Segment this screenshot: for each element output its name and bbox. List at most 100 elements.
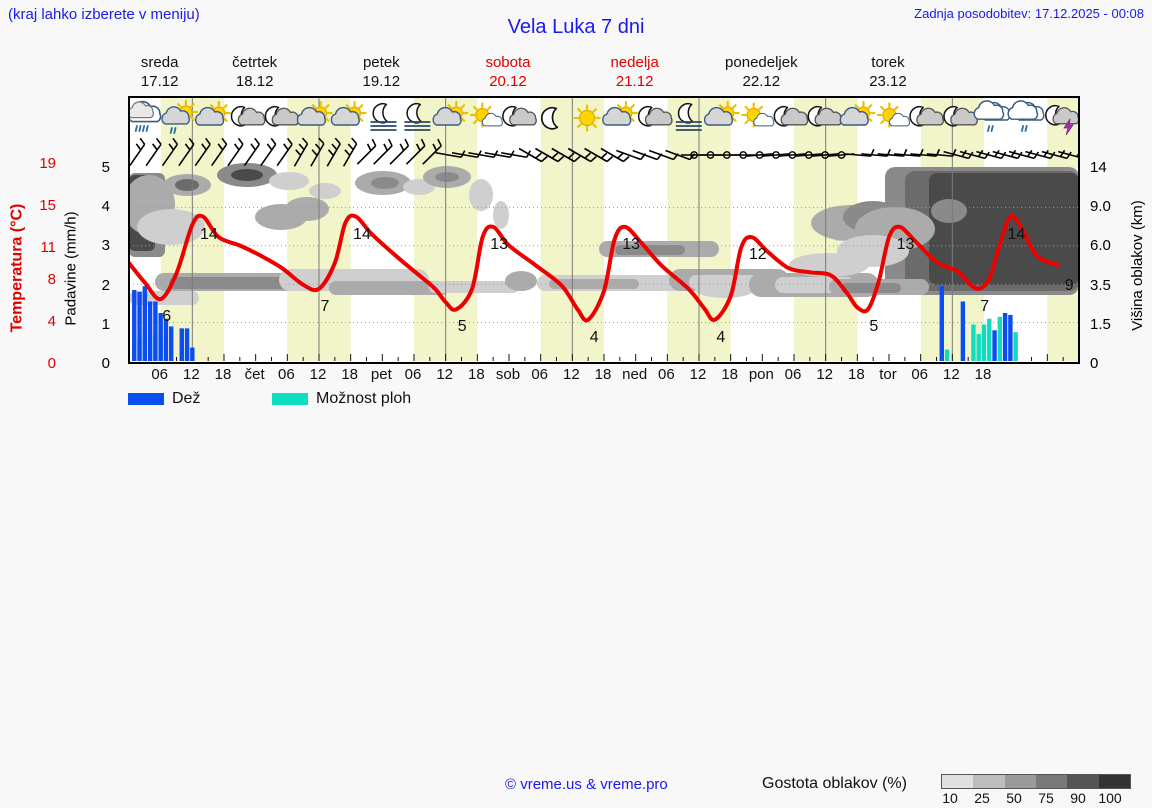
wind-barb-shaft [665,149,691,161]
sun-ray [630,117,635,122]
sun-ray [718,104,724,109]
weather-icon-moon-fog [370,103,397,131]
rain-bar [190,347,195,361]
wind-barb-feather [217,143,224,151]
cloud-shape [296,106,326,126]
location-menu-note[interactable]: (kraj lahko izberete v meniju) [8,6,200,23]
cloud-density-step-75 [1035,775,1068,788]
wind-barb-shaft [959,150,986,160]
wind-barb-shaft [648,149,674,161]
day-date: 23.12 [869,73,907,90]
day-name: ponedeljek [725,54,798,71]
sun-ray [223,117,228,122]
cloud-blob [841,283,901,293]
forecast-plot-svg [129,97,1079,363]
wind-barb-feather [606,155,614,163]
precipitation-tick-5: 5 [101,159,110,176]
copyright-link[interactable]: © vreme.us & vreme.pro [505,776,668,793]
wind-calm-circle [788,151,797,159]
temperature-tick-19: 19 [39,155,56,172]
showers-bar [987,318,992,361]
showers-bar [976,334,981,361]
wind-barb [243,137,260,167]
temperature-extreme-label: 4 [716,328,726,346]
showers-bar [944,349,950,361]
hour-label-18-10: 18 [467,366,485,383]
temperature-axis-title: Temperatura (°C) [4,168,30,368]
wind-barb [194,137,211,167]
wind-barb [342,137,358,167]
thunder-bolt-icon [1063,118,1074,136]
wind-barb-feather [600,152,608,159]
hour-label-18-22: 18 [847,366,865,383]
cloud-shape [161,106,190,125]
showers-bar [1013,332,1018,361]
hour-label-12-21: 12 [816,366,833,383]
wind-barb-feather [590,155,597,163]
wind-barb-shaft [178,143,195,167]
wind-calm-circle [690,151,698,159]
wind-barb-feather [415,143,421,151]
hour-label-12-9: 12 [436,366,453,383]
wind-barb-feather [404,138,410,147]
wind-calm-circle [837,151,846,159]
sun-ray [177,103,182,108]
wind-barb-shaft [194,143,211,167]
wind-barb-shaft [795,153,822,157]
wind-barb [762,151,790,159]
wind-barb-shaft [976,150,1002,160]
wind-barb-feather [622,155,630,163]
wind-barb-feather [420,138,426,147]
wind-barb-feather [331,143,338,151]
wind-barb-feather [399,143,405,151]
wind-calm-circle [804,151,813,159]
showers-bar [981,324,987,361]
cloud-height-axis-title-text: Višina oblakov (km) [1128,199,1146,331]
cloud-density-legend-title: Gostota oblakov (%) [762,775,907,792]
cloud-density-step-10 [942,775,974,788]
wind-calm-circle [739,151,748,159]
wind-barb-shaft [616,149,642,161]
wind-calm-circle [755,151,764,159]
weather-icon-moon-fog [404,103,431,131]
wind-barb-feather [383,143,389,151]
wind-barb-feather [567,152,575,159]
drizzle-icon [169,127,177,134]
sun-ray [630,104,635,109]
fog-icon [675,121,702,131]
cloud-blob [493,201,509,229]
weather-icon-moon-cloud [637,106,673,127]
wind-barb-shaft [926,153,953,157]
cloud-shape [1007,100,1039,120]
sun-ray [190,103,195,108]
wind-barb-shaft [567,147,592,163]
hour-label-18-6: 18 [341,366,358,383]
wind-barb [326,137,341,167]
wind-barb [293,137,309,167]
sun-ray [486,105,492,111]
cloud-density-label-75: 75 [1038,790,1054,806]
sun-ray [617,104,622,109]
day-date: 17.12 [140,73,179,90]
drop [138,125,142,132]
wind-barb-feather [371,138,377,147]
hour-label-06-4: 06 [277,366,295,383]
wind-barb-shaft [746,153,773,157]
legend-item-rain: Dež [128,390,200,408]
chart-legend: Dež Možnost ploh © vreme.us & vreme.pro … [0,386,1152,806]
cloud-height-tick-6.0: 6.0 [1090,237,1111,255]
hour-label-06-0: 06 [151,366,168,383]
sun-ray [345,104,351,109]
wind-barb-feather [254,137,260,145]
day-date: 20.12 [489,73,527,90]
weather-icon-cloud-drizzle [973,100,1011,132]
cloud-blob [469,179,493,211]
showers-bar [997,316,1003,361]
weather-icon-moon-cloud [807,106,843,127]
rain-bar [960,301,966,361]
wind-barb-shaft [844,153,871,157]
hour-label-18-18: 18 [721,366,738,383]
wind-barb-shaft [276,143,293,167]
cloud-shape [330,106,360,126]
wind-calm-circle [722,151,731,159]
